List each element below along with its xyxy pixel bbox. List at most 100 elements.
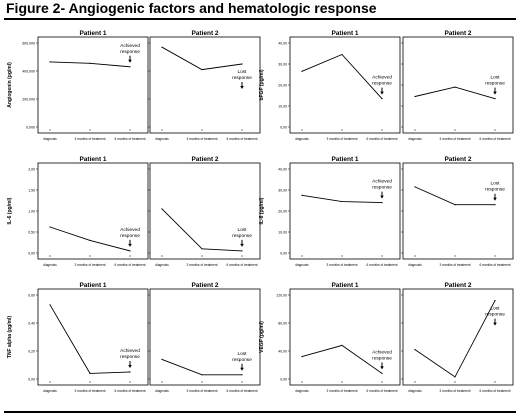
data-point (414, 95, 416, 98)
data-point (381, 372, 383, 374)
annotation-text: response (485, 312, 505, 318)
y-axis-label: TNF alpha (pg/ml) (7, 316, 13, 359)
panel-title: Patient 2 (444, 30, 471, 37)
y-tick-label: 0,60 (28, 294, 35, 298)
x-tick-label: 3 months of treatment (74, 389, 105, 393)
series-line (161, 358, 242, 376)
plot-frame (149, 36, 261, 134)
x-tick-label: 6 months of treatment (366, 137, 397, 141)
y-tick-label: 0,00 (280, 378, 287, 382)
annotation-arrow-head (240, 86, 244, 89)
x-tick-label: diagnosis (408, 389, 422, 393)
x-tick-label: 6 months of treatment (366, 263, 397, 267)
x-tick-label: diagnosis (155, 263, 169, 267)
data-point (454, 376, 456, 378)
annotation-arrow-head (380, 366, 384, 370)
panel-6: Patient 2 diagnosis 3 months of treatment 6… (148, 156, 261, 267)
annotation-arrow-head (380, 195, 384, 199)
data-point (161, 208, 163, 210)
x-tick-label: 6 months of treatment (479, 137, 510, 141)
data-point (161, 358, 163, 360)
x-tick-label: diagnosis (408, 137, 422, 141)
data-point (129, 250, 131, 252)
data-point (129, 371, 131, 373)
series-line (301, 344, 383, 374)
annotation-arrow-head (240, 243, 244, 247)
plot-frame (402, 162, 514, 260)
data-point (301, 356, 303, 358)
y-axis-label: bFGF (pg/ml) (259, 69, 265, 100)
y-tick-label: 10,00 (278, 231, 287, 235)
series-line (414, 86, 496, 100)
annotation-text: Achieved (120, 227, 140, 233)
y-tick-label: 30,00 (278, 63, 287, 67)
x-tick-label: 3 months of treatment (326, 389, 357, 393)
annotation-text: Achieved (120, 348, 140, 354)
data-point (341, 53, 343, 56)
y-tick-label: 1,50 (28, 189, 35, 193)
panel-10: Patient 2 diagnosis 3 months of treatment 6… (148, 282, 261, 393)
annotation-arrow-head (240, 367, 244, 371)
annotation-text: response (485, 81, 505, 87)
plot-frame (37, 288, 149, 386)
panel-title: Patient 1 (79, 156, 106, 163)
panel-8: Patient 2 diagnosis 3 months of treatment 6… (401, 156, 514, 267)
panel-title: Patient 2 (444, 282, 471, 289)
x-tick-label: 6 months of treatment (226, 263, 257, 267)
data-point (341, 200, 343, 203)
y-tick-label: 0,00 (28, 378, 35, 382)
annotation-text: response (232, 357, 252, 363)
x-tick-label: 3 months of treatment (439, 137, 470, 141)
x-tick-label: 3 months of treatment (326, 263, 357, 267)
data-point (494, 98, 496, 100)
x-tick-label: diagnosis (408, 263, 422, 267)
data-point (494, 300, 496, 302)
data-point (161, 46, 163, 48)
x-tick-label: 6 months of treatment (479, 389, 510, 393)
bottom-rule (4, 411, 516, 413)
x-tick-label: 3 months of treatment (326, 137, 357, 141)
annotation-text: Achieved (372, 349, 392, 355)
panel-title: Patient 2 (191, 30, 218, 37)
annotation-text: Lost (237, 69, 247, 75)
x-tick-label: 3 months of treatment (186, 263, 217, 267)
annotation-text: Lost (490, 181, 500, 187)
figure-title: Figure 2- Angiogenic factors and hematol… (6, 0, 377, 16)
plot-frame (37, 162, 149, 260)
data-point (454, 204, 456, 206)
annotation-text: response (372, 185, 392, 191)
plot-frame (289, 162, 401, 260)
x-tick-label: 3 months of treatment (186, 137, 217, 141)
data-point (241, 63, 243, 65)
annotation-text: Lost (490, 75, 500, 81)
panel-7: Patient 1 IL-8 (pg/ml) 0,00 10,00 20,00 30,00… (259, 156, 401, 267)
y-tick-label: 0,50 (28, 231, 35, 235)
panel-11: Patient 1 VEGF (pg/ml) 0,00 40,00 80,00 120,0… (259, 282, 401, 393)
data-point (201, 248, 203, 250)
y-tick-label: 200,000 (22, 98, 35, 102)
annotation-arrow-head (128, 243, 132, 247)
x-tick-label: 3 months of treatment (439, 263, 470, 267)
x-tick-label: 6 months of treatment (226, 137, 257, 141)
panel-3: Patient 1 bFGF (pg/ml) 0,00 10,00 20,00 30,00… (259, 30, 401, 141)
y-tick-label: 10,00 (278, 105, 287, 109)
y-tick-label: 0,00 (280, 126, 287, 130)
panel-title: Patient 1 (79, 282, 106, 289)
data-point (414, 349, 416, 351)
panel-4: Patient 2 diagnosis 3 months of treatment 6… (401, 30, 514, 141)
annotation-text: response (232, 233, 252, 239)
data-point (201, 69, 203, 71)
plot-frame (402, 288, 514, 386)
y-tick-label: 80,00 (278, 322, 287, 326)
data-point (301, 194, 303, 196)
x-tick-label: 3 months of treatment (186, 389, 217, 393)
data-point (49, 61, 51, 63)
